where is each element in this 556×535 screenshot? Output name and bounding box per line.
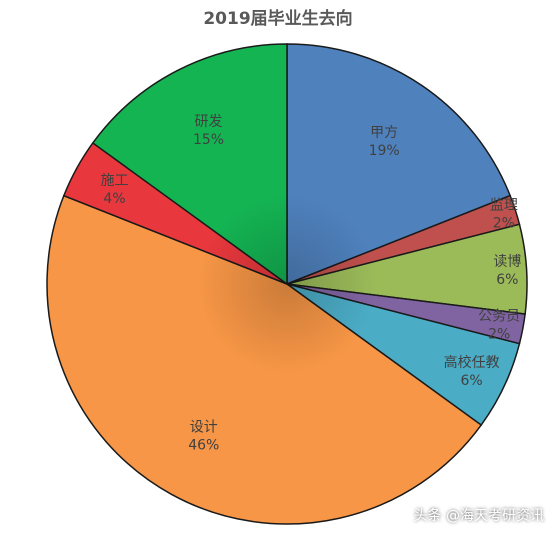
- slice-label-2: 读博: [493, 253, 521, 270]
- slice-value-label-1: 2%: [493, 216, 515, 232]
- chart-title: 2019届毕业生去向: [203, 9, 353, 29]
- slice-label-4: 高校任教: [444, 354, 500, 371]
- slice-label-3: 公务员: [478, 308, 520, 324]
- slice-value-label-7: 15%: [193, 132, 224, 148]
- slice-value-label-6: 4%: [103, 191, 125, 207]
- slice-label-5: 设计: [190, 419, 218, 435]
- slice-value-label-5: 46%: [188, 437, 219, 453]
- slice-label-7: 研发: [195, 114, 223, 130]
- slice-value-label-4: 6%: [460, 373, 482, 389]
- slice-value-label-3: 2%: [488, 326, 510, 342]
- slice-label-1: 监理: [490, 198, 518, 214]
- slice-label-6: 施工: [101, 173, 129, 189]
- slice-label-0: 甲方: [370, 125, 398, 141]
- slice-value-label-0: 19%: [369, 143, 400, 159]
- slice-value-label-2: 6%: [496, 272, 518, 288]
- watermark: 头条 @海天考研资讯: [413, 508, 544, 524]
